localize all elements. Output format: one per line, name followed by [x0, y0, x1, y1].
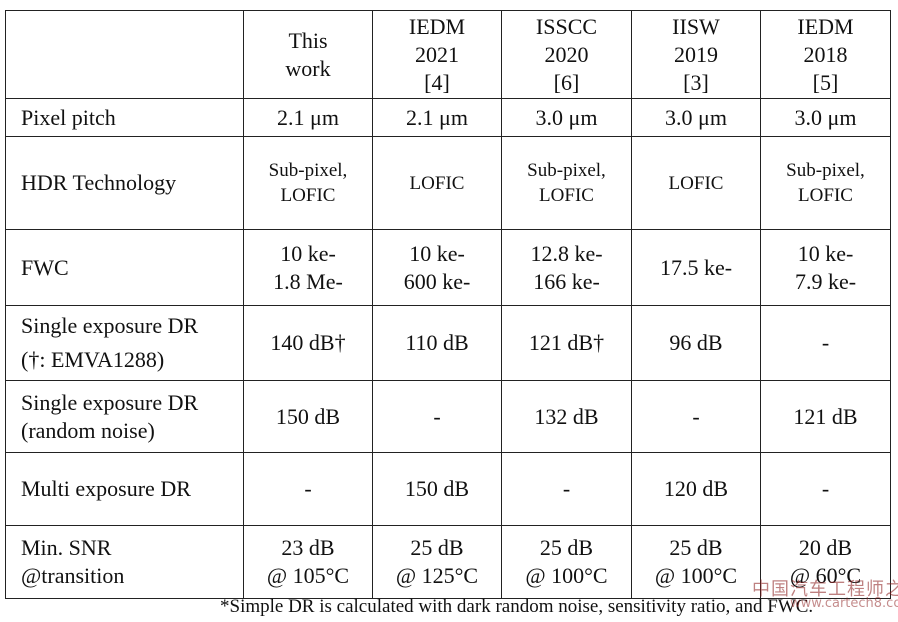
table-cell: 10 ke- 7.9 ke-: [760, 229, 891, 306]
table-cell: 23 dB @ 105°C: [243, 525, 373, 599]
table-row: HDR Technology Sub-pixel, LOFIC LOFIC Su…: [5, 136, 891, 230]
table-row: Multi exposure DR - 150 dB - 120 dB -: [5, 452, 891, 526]
table-cell: 132 dB: [501, 380, 632, 453]
table-cell: 12.8 ke- 166 ke-: [501, 229, 632, 306]
table-row: FWC 10 ke- 1.8 Me- 10 ke- 600 ke- 12.8 k…: [5, 229, 891, 306]
table-cell: 10 ke- 600 ke-: [372, 229, 502, 306]
table-cell: -: [372, 380, 502, 453]
table-cell: 3.0 μm: [631, 98, 761, 137]
row-label-min-snr: Min. SNR @transition: [5, 525, 244, 599]
header-row: This work IEDM 2021 [4] ISSCC 2020 [6] I…: [5, 10, 891, 99]
table-cell: LOFIC: [631, 136, 761, 230]
table-cell: 25 dB @ 100°C: [501, 525, 632, 599]
table-cell: 2.1 μm: [243, 98, 373, 137]
table-cell: 20 dB @ 60°C: [760, 525, 891, 599]
table-cell: 2.1 μm: [372, 98, 502, 137]
table-cell: 150 dB: [243, 380, 373, 453]
table-cell: -: [501, 452, 632, 526]
table-cell: Sub-pixel, LOFIC: [760, 136, 891, 230]
row-label-multi-exposure-dr: Multi exposure DR: [5, 452, 244, 526]
row-label-hdr-technology: HDR Technology: [5, 136, 244, 230]
table-cell: LOFIC: [372, 136, 502, 230]
table-cell: -: [760, 305, 891, 381]
table-cell: 121 dB: [760, 380, 891, 453]
header-iisw-2019: IISW 2019 [3]: [631, 10, 761, 99]
table-footnote: *Simple DR is calculated with dark rando…: [220, 596, 814, 617]
header-iedm-2021: IEDM 2021 [4]: [372, 10, 502, 99]
table-row: Single exposure DR (random noise) 150 dB…: [5, 380, 891, 453]
table-cell: 25 dB @ 100°C: [631, 525, 761, 599]
table-cell: 96 dB: [631, 305, 761, 381]
row-label-single-exposure-dr-emva: Single exposure DR (†: EMVA1288): [5, 305, 244, 381]
row-label-single-exposure-dr-random-noise: Single exposure DR (random noise): [5, 380, 244, 453]
row-label-fwc: FWC: [5, 229, 244, 306]
table-cell: -: [631, 380, 761, 453]
table-cell: 150 dB: [372, 452, 502, 526]
watermark-url: www.cartech8.com: [790, 596, 898, 611]
table-row: Pixel pitch 2.1 μm 2.1 μm 3.0 μm 3.0 μm …: [5, 98, 891, 137]
table-cell: 140 dB†: [243, 305, 373, 381]
table-cell: 120 dB: [631, 452, 761, 526]
header-isscc-2020: ISSCC 2020 [6]: [501, 10, 632, 99]
table-cell: -: [760, 452, 891, 526]
table-cell: 3.0 μm: [760, 98, 891, 137]
header-iedm-2018: IEDM 2018 [5]: [760, 10, 891, 99]
table-cell: 3.0 μm: [501, 98, 632, 137]
table-cell: Sub-pixel, LOFIC: [501, 136, 632, 230]
table-cell: 110 dB: [372, 305, 502, 381]
table-cell: 10 ke- 1.8 Me-: [243, 229, 373, 306]
table-cell: 17.5 ke-: [631, 229, 761, 306]
header-cell-empty: [5, 10, 244, 99]
table-cell: Sub-pixel, LOFIC: [243, 136, 373, 230]
row-label-pixel-pitch: Pixel pitch: [5, 98, 244, 137]
table-row: Min. SNR @transition 23 dB @ 105°C 25 dB…: [5, 525, 891, 599]
table-cell: 121 dB†: [501, 305, 632, 381]
table-cell: 25 dB @ 125°C: [372, 525, 502, 599]
table-cell: -: [243, 452, 373, 526]
table-row: Single exposure DR (†: EMVA1288) 140 dB†…: [5, 305, 891, 381]
header-this-work: This work: [243, 10, 373, 99]
comparison-table: This work IEDM 2021 [4] ISSCC 2020 [6] I…: [5, 10, 891, 599]
watermark: 中国汽车工程师之家: [752, 579, 898, 600]
